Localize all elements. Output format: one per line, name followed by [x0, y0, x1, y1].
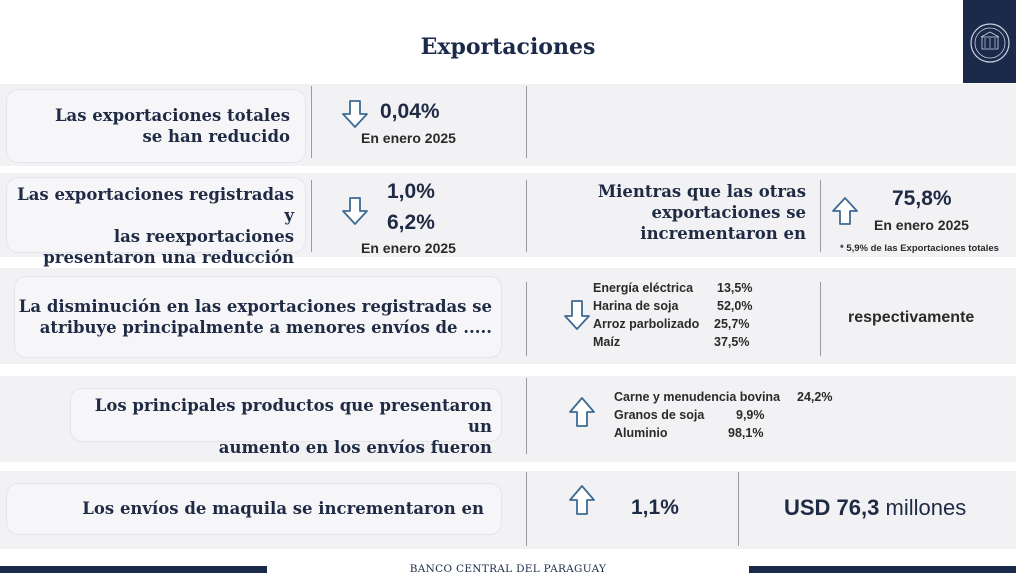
list-item: Aluminio 98,1% — [614, 426, 854, 444]
divider — [820, 180, 821, 252]
product-name: Maíz — [593, 335, 621, 349]
row3-label: La disminución en las exportaciones regi… — [18, 296, 492, 338]
product-name: Granos de soja — [614, 408, 705, 422]
row4-label-line2: aumento en los envíos fueron — [218, 438, 492, 457]
row4-label: Los principales productos que presentaro… — [74, 395, 492, 458]
row2-period: En enero 2025 — [361, 240, 456, 256]
row5-amount-value: USD 76,3 — [784, 495, 880, 520]
row2-right-line2: exportaciones se — [651, 203, 806, 222]
row2-value2: 6,2% — [387, 211, 435, 234]
row5-label-box — [6, 483, 502, 535]
divider — [820, 282, 821, 356]
divider — [526, 86, 527, 158]
row2-right-value: 75,8% — [892, 187, 952, 210]
row1-label: Las exportaciones totales se han reducid… — [10, 105, 290, 147]
product-name: Aluminio — [614, 426, 668, 440]
arrow-up-icon — [569, 397, 595, 427]
list-item: Carne y menudencia bovina 24,2% — [614, 390, 854, 408]
row3-label-line1: La disminución en las exportaciones regi… — [18, 297, 492, 316]
arrow-down-icon — [342, 197, 368, 225]
logo-box — [963, 0, 1016, 83]
product-name: Energía eléctrica — [593, 281, 694, 295]
product-name: Arroz parbolizado — [593, 317, 700, 331]
row4-product-list: Carne y menudencia bovina 24,2% Granos de… — [614, 390, 854, 444]
row5-value: 1,1% — [631, 496, 679, 519]
row3-suffix: respectivamente — [848, 309, 975, 326]
product-value: 9,9% — [736, 408, 765, 422]
row1-label-box — [6, 89, 306, 163]
row3-label-box — [14, 276, 502, 358]
row2-right-period: En enero 2025 — [874, 217, 969, 233]
list-item: Maíz 37,5% — [593, 335, 773, 353]
row2-value1: 1,0% — [387, 180, 435, 203]
divider — [311, 180, 312, 252]
row2-right-note: * 5,9% de las Exportaciones totales — [840, 243, 999, 254]
row2-label-box — [6, 177, 306, 253]
row1-value: 0,04% — [380, 100, 440, 123]
row3-product-list: Energía eléctrica 13,5% Harina de soja 52,… — [593, 281, 773, 353]
list-item: Harina de soja 52,0% — [593, 299, 773, 317]
product-name: Carne y menudencia bovina — [614, 390, 781, 404]
row1-label-line2: se han reducido — [142, 127, 290, 146]
row4-label-line1: Los principales productos que presentaro… — [94, 396, 492, 436]
row1-label-line1: Las exportaciones totales — [54, 106, 290, 125]
product-value: 24,2% — [797, 390, 833, 404]
footer-bar-right — [749, 566, 1016, 573]
row2-label: Las exportaciones registradas y las reex… — [10, 184, 294, 289]
row4-label-box — [70, 388, 502, 442]
row2-right-line3: incrementaron en — [640, 224, 806, 243]
row2-right-label: Mientras que las otras exportaciones se … — [560, 181, 806, 244]
row2-right-line1: Mientras que las otras — [597, 182, 806, 201]
footer-bar-left — [0, 566, 267, 573]
footer-text: BANCO CENTRAL DEL PARAGUAY — [409, 563, 607, 575]
product-value: 98,1% — [728, 426, 764, 440]
row5-amount: USD 76,3 millones — [784, 495, 966, 521]
row3-label-line2: atribuye principalmente a menores envíos… — [39, 318, 492, 337]
product-value: 13,5% — [717, 281, 753, 295]
row1-period: En enero 2025 — [361, 130, 456, 146]
product-value: 25,7% — [714, 317, 750, 331]
arrow-down-icon — [564, 300, 590, 330]
list-item: Arroz parbolizado 25,7% — [593, 317, 773, 335]
row2-label-line1: Las exportaciones registradas y — [17, 185, 294, 225]
arrow-up-icon — [569, 485, 595, 515]
divider — [311, 86, 312, 158]
row5-amount-unit: millones — [885, 495, 967, 520]
product-value: 52,0% — [717, 299, 753, 313]
bcp-seal-icon — [970, 23, 1010, 63]
list-item: Granos de soja 9,9% — [614, 408, 854, 426]
divider — [526, 180, 527, 252]
product-value: 37,5% — [714, 335, 750, 349]
divider — [526, 472, 527, 546]
page-title: Exportaciones — [420, 34, 596, 60]
row5-label: Los envíos de maquila se incrementaron e… — [82, 499, 484, 518]
divider — [738, 472, 739, 546]
list-item: Energía eléctrica 13,5% — [593, 281, 773, 299]
divider — [526, 282, 527, 356]
arrow-down-icon — [342, 100, 368, 128]
arrow-up-icon — [832, 197, 858, 225]
row2-label-line2: las reexportaciones — [113, 227, 294, 246]
product-name: Harina de soja — [593, 299, 679, 313]
divider — [526, 378, 527, 454]
